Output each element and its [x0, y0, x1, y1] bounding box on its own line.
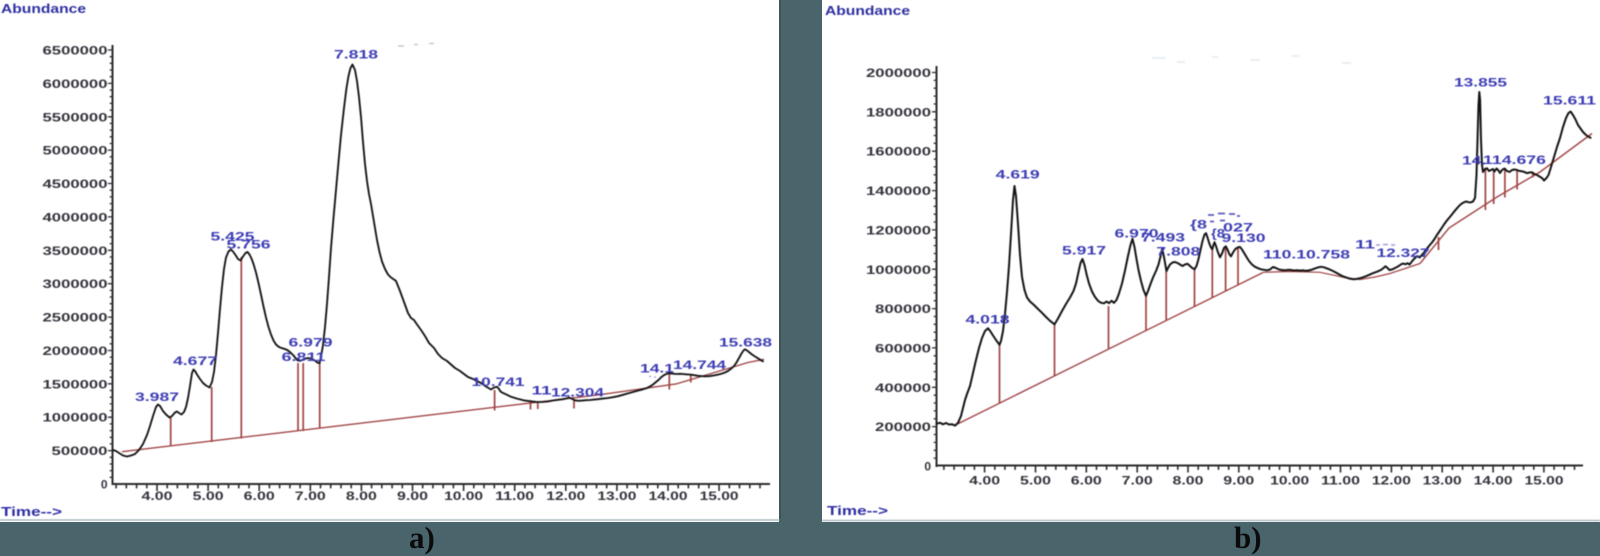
svg-text:7.00: 7.00	[295, 489, 326, 503]
svg-text:13.855: 13.855	[1454, 76, 1507, 90]
svg-text:1000000: 1000000	[43, 411, 108, 425]
svg-text:15.00: 15.00	[700, 489, 739, 503]
svg-text:500000: 500000	[52, 444, 108, 458]
svg-text:400000: 400000	[875, 381, 931, 395]
svg-text:4.677: 4.677	[173, 354, 217, 368]
svg-text:8.00: 8.00	[1173, 474, 1204, 488]
svg-text:027: 027	[1223, 221, 1253, 235]
svg-text:9.00: 9.00	[1223, 474, 1254, 488]
svg-text:3500000: 3500000	[43, 244, 108, 258]
svg-text:200000: 200000	[875, 420, 931, 434]
svg-text:7.808: 7.808	[1156, 245, 1200, 259]
svg-text:9.00: 9.00	[397, 489, 428, 503]
svg-text:6500000: 6500000	[43, 44, 108, 58]
svg-text:5000000: 5000000	[43, 144, 108, 158]
svg-text:5.425: 5.425	[211, 230, 255, 244]
svg-text:11.00: 11.00	[495, 489, 534, 503]
svg-text:10.00: 10.00	[444, 489, 483, 503]
svg-text:4.00: 4.00	[969, 474, 1000, 488]
svg-text:5.917: 5.917	[1062, 244, 1106, 258]
svg-text:14.1: 14.1	[640, 362, 674, 376]
svg-text:11: 11	[1355, 238, 1376, 252]
svg-text:110.10.758: 110.10.758	[1263, 248, 1350, 262]
svg-text:15.611: 15.611	[1543, 94, 1596, 108]
svg-text:6000000: 6000000	[43, 77, 108, 91]
svg-text:7.818: 7.818	[334, 48, 378, 62]
svg-text:600000: 600000	[875, 341, 931, 355]
svg-text:12.00: 12.00	[1372, 474, 1411, 488]
svg-text:Time-->: Time-->	[827, 504, 888, 518]
svg-text:5.00: 5.00	[193, 489, 224, 503]
svg-text:8.00: 8.00	[346, 489, 377, 503]
svg-text:5500000: 5500000	[43, 110, 108, 124]
svg-text:6.00: 6.00	[244, 489, 275, 503]
svg-text:4500000: 4500000	[43, 177, 108, 191]
svg-text:2000000: 2000000	[43, 344, 108, 358]
svg-text:6.811: 6.811	[282, 350, 326, 364]
svg-text:14.00: 14.00	[649, 489, 688, 503]
svg-text:Abundance: Abundance	[1, 2, 86, 16]
svg-text:0: 0	[924, 460, 931, 474]
svg-text:1800000: 1800000	[866, 105, 931, 119]
svg-text:10.741: 10.741	[472, 375, 525, 389]
svg-text:114.676: 114.676	[1483, 153, 1546, 167]
svg-text:14.00: 14.00	[1474, 474, 1513, 488]
svg-text:13.00: 13.00	[1423, 474, 1462, 488]
svg-text:1200000: 1200000	[866, 223, 931, 237]
svg-text:12.00: 12.00	[546, 489, 585, 503]
svg-text:Time-->: Time-->	[1, 505, 62, 519]
svg-text:14.: 14.	[1462, 154, 1486, 168]
svg-text:3000000: 3000000	[43, 277, 108, 291]
svg-text:12.304: 12.304	[551, 386, 604, 400]
svg-text:7.493: 7.493	[1141, 231, 1185, 245]
svg-text:15.00: 15.00	[1525, 474, 1564, 488]
svg-text:1000000: 1000000	[866, 263, 931, 277]
svg-text:6.979: 6.979	[289, 336, 333, 350]
svg-text:10.00: 10.00	[1270, 474, 1309, 488]
svg-text:14.744: 14.744	[673, 358, 726, 372]
svg-text:{8: {8	[1211, 227, 1225, 241]
svg-text:6.970: 6.970	[1115, 227, 1159, 241]
svg-text:7.00: 7.00	[1122, 474, 1153, 488]
svg-text:5.00: 5.00	[1020, 474, 1051, 488]
svg-text:800000: 800000	[875, 302, 931, 316]
svg-text:1400000: 1400000	[866, 184, 931, 198]
svg-text:11.00: 11.00	[1321, 474, 1360, 488]
svg-text:15.638: 15.638	[719, 336, 772, 350]
svg-text:2500000: 2500000	[43, 311, 108, 325]
svg-text:4.619: 4.619	[996, 168, 1040, 182]
svg-text:{8: {8	[1190, 218, 1207, 232]
svg-text:4.00: 4.00	[142, 489, 173, 503]
svg-text:4.018: 4.018	[966, 313, 1010, 327]
svg-text:12.327: 12.327	[1377, 246, 1430, 260]
svg-text:5.756: 5.756	[227, 238, 271, 252]
svg-text:1600000: 1600000	[866, 145, 931, 159]
svg-text:Abundance: Abundance	[825, 4, 910, 18]
svg-text:13.00: 13.00	[597, 489, 636, 503]
svg-text:2000000: 2000000	[866, 66, 931, 80]
svg-text:3.987: 3.987	[135, 390, 179, 404]
svg-text:0: 0	[101, 478, 108, 492]
svg-text:1500000: 1500000	[43, 377, 108, 391]
svg-text:6.00: 6.00	[1071, 474, 1102, 488]
svg-text:4000000: 4000000	[43, 210, 108, 224]
svg-text:9.130: 9.130	[1222, 231, 1266, 245]
svg-text:11: 11	[532, 384, 553, 398]
